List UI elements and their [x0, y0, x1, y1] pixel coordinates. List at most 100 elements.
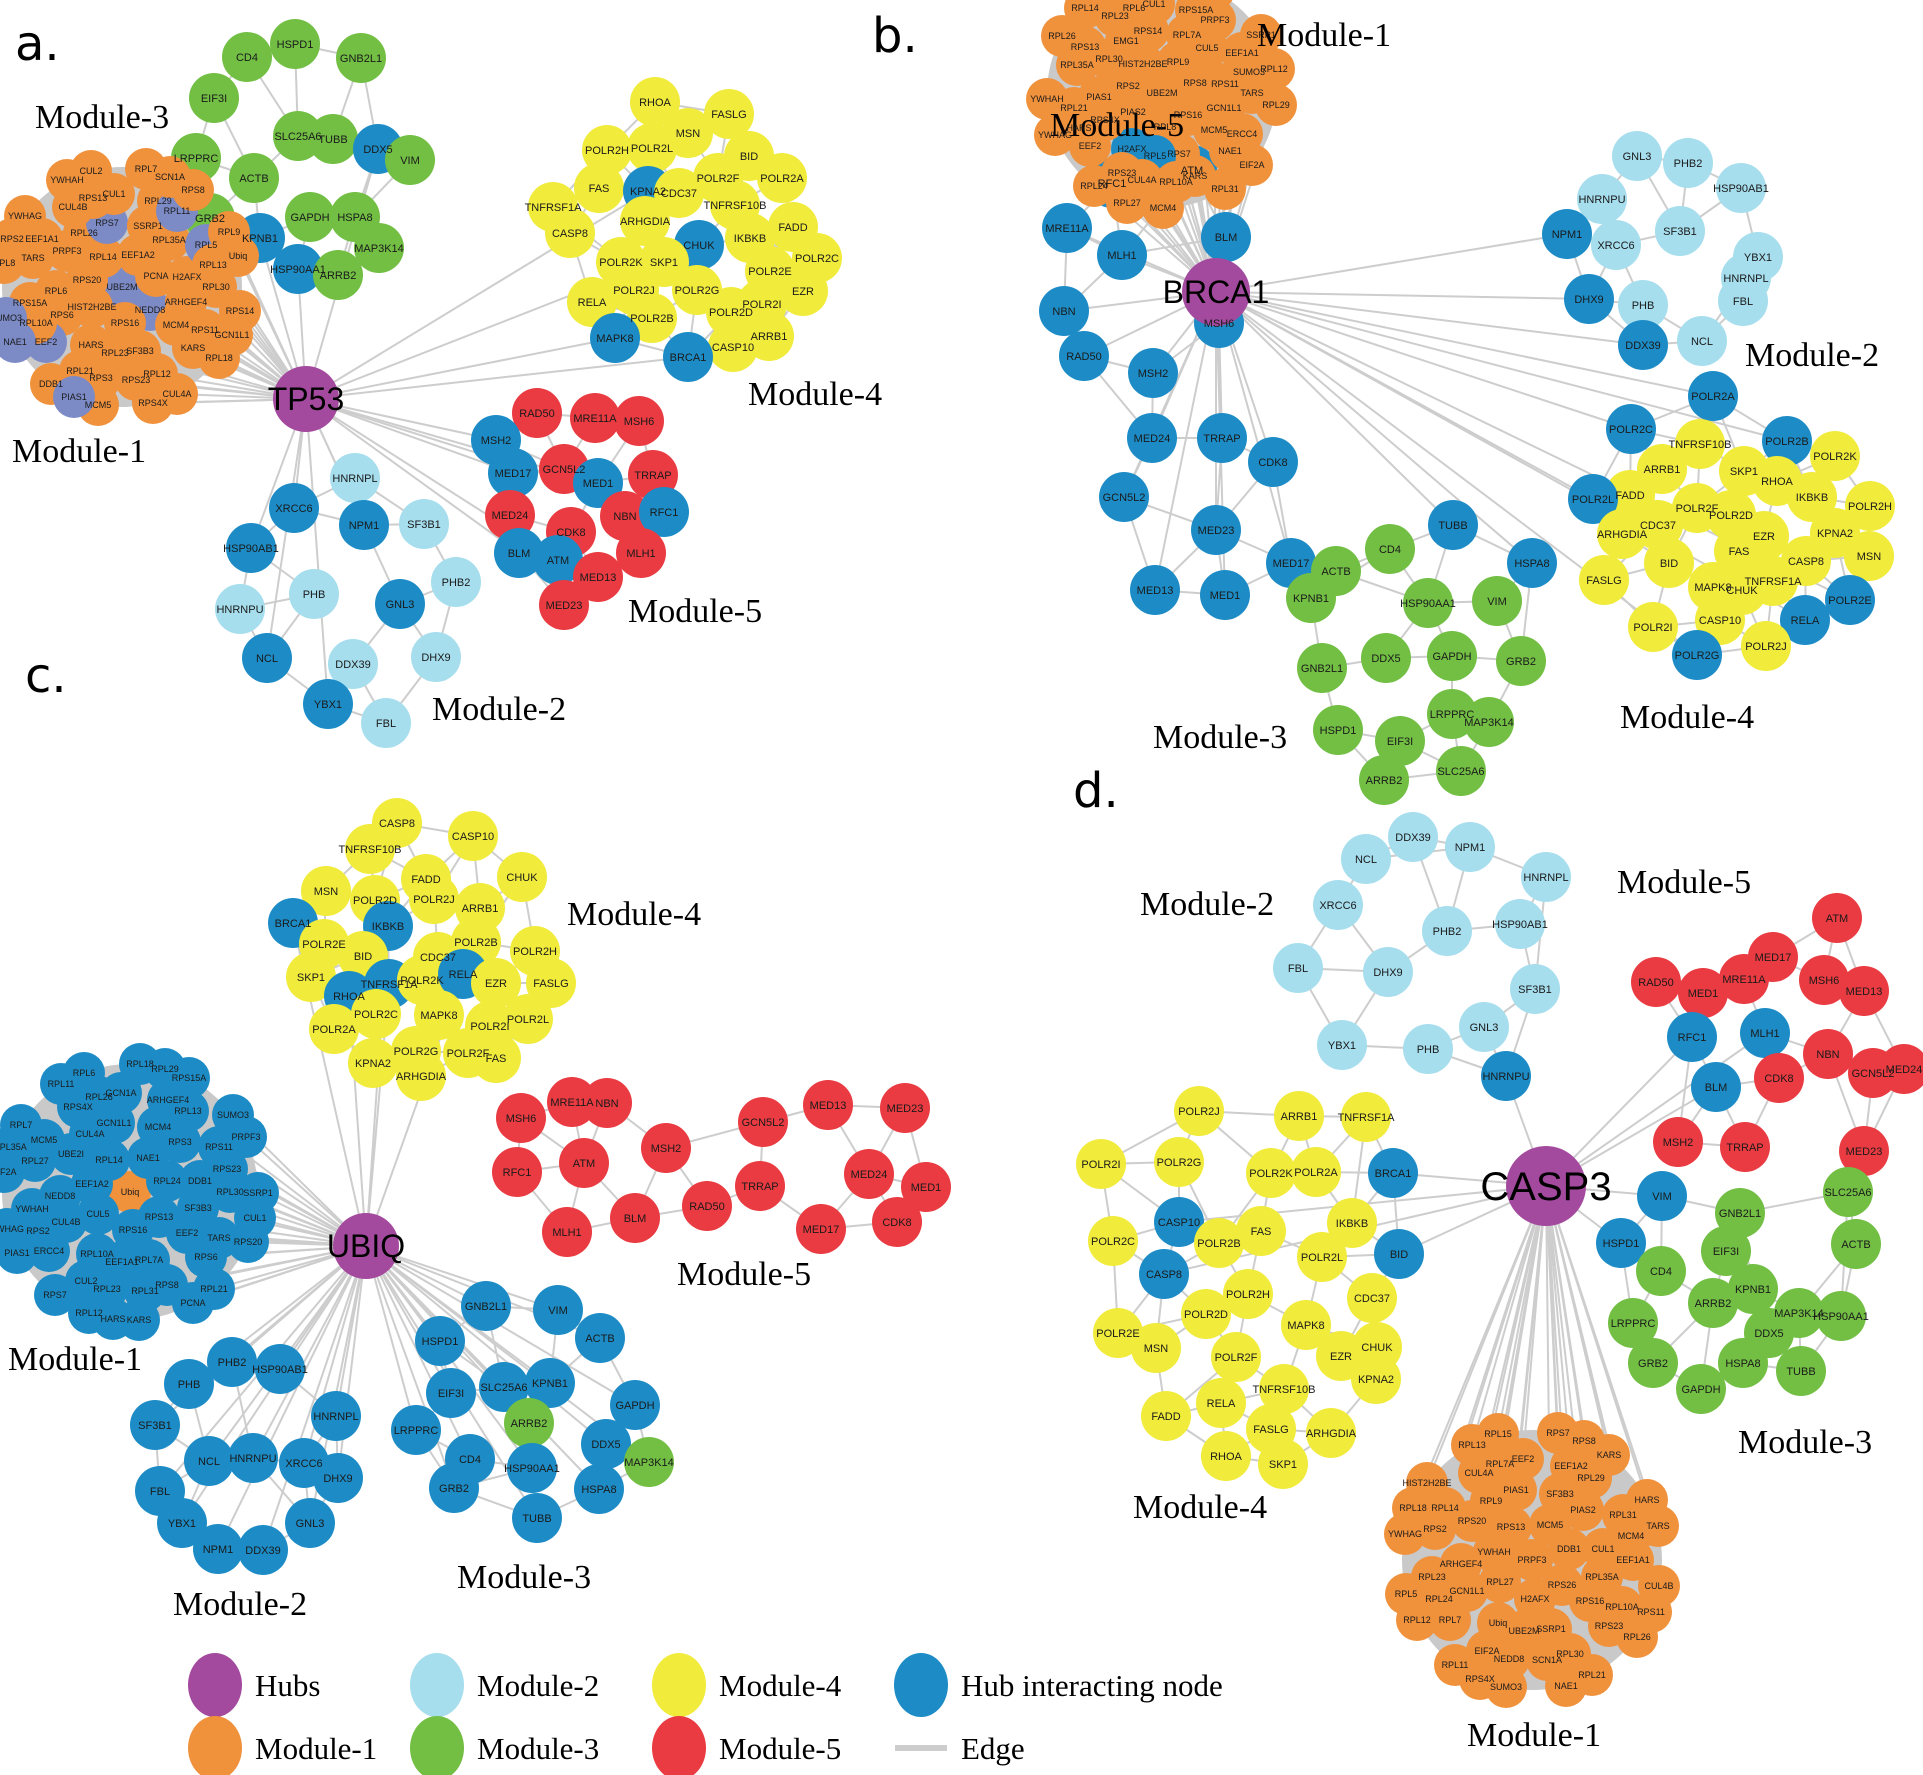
node-label: RPL7A [1173, 30, 1202, 40]
node-ARRB2 [1688, 1278, 1738, 1328]
node-label: BLM [508, 548, 531, 560]
node-label: UBE2M [1508, 1626, 1539, 1636]
node-label: DDB1 [1557, 1544, 1581, 1554]
node-label: CUL4A [1127, 175, 1156, 185]
node-label: RPS11 [1637, 1607, 1665, 1617]
node-PHB [164, 1359, 214, 1409]
node-label: SCN1A [1532, 1655, 1562, 1665]
node-label: RPL14 [95, 1155, 123, 1165]
node-label: RPS20 [73, 275, 102, 285]
node-label: FBL [1288, 963, 1308, 975]
node-POLR2F [1211, 1332, 1261, 1382]
node-label: EEF1A1 [25, 234, 59, 244]
node-HSP90AA1 [273, 244, 323, 294]
node-label: POLR2F [1215, 1352, 1258, 1364]
node-label: TNFRSF1A [361, 979, 419, 991]
node-label: EEF1A1 [105, 1257, 139, 1267]
node-label: RPS16 [111, 318, 140, 328]
node-label: SUMO3 [217, 1110, 249, 1120]
node-label: POLR2G [675, 285, 720, 297]
node-PIAS1 [53, 376, 95, 418]
node-POLR2E [1093, 1308, 1143, 1358]
node-label: MSH2 [1138, 368, 1169, 380]
node-CASP8 [1139, 1249, 1189, 1299]
node-NCL [242, 633, 292, 683]
node-label: MCM4 [1150, 203, 1177, 213]
node-label: CDC37 [1640, 520, 1676, 532]
node-label: MED1 [583, 478, 614, 490]
node-label: ARRB1 [1281, 1111, 1318, 1123]
node-label: POLR2A [312, 1024, 356, 1036]
node-label: RPS6 [194, 1252, 218, 1262]
node-label: MRE11A [573, 413, 617, 425]
edge [305, 398, 329, 705]
node-label: EEF1A1 [1616, 1555, 1650, 1565]
node-label: NBN [613, 511, 636, 523]
hub-node-BRCA1 [1182, 258, 1250, 326]
node-HSP90AB1 [1716, 163, 1766, 213]
node-label: GCN5L2 [1103, 492, 1146, 504]
node-label: HSPD1 [1320, 725, 1357, 737]
node-DDX5 [581, 1419, 631, 1469]
node-label: RPL31 [1211, 184, 1239, 194]
edge [1545, 1032, 1766, 1187]
node-DDX39 [328, 639, 378, 689]
node-PHB [289, 569, 339, 619]
node-label: GAPDH [290, 212, 329, 224]
node-label: MAPK8 [420, 1010, 457, 1022]
node-BLM [494, 528, 544, 578]
node-RPL15 [1477, 1413, 1519, 1455]
node-label: TARS [1240, 88, 1263, 98]
node-label: RAD50 [1638, 977, 1673, 989]
node-label: MAPK8 [1287, 1320, 1324, 1332]
node-NCL [184, 1436, 234, 1486]
node-label: MSN [314, 886, 339, 898]
module-label-Module-4: Module-4 [1133, 1489, 1267, 1526]
node-label: GRB2 [1506, 656, 1536, 668]
node-label: GNL3 [1470, 1022, 1499, 1034]
node-label: FBL [150, 1486, 170, 1498]
node-RPL7 [0, 1104, 42, 1146]
node-label: RPL13 [199, 260, 227, 270]
hub-node-TP53 [273, 366, 339, 432]
node-label: DDB1 [39, 379, 63, 389]
node-label: PIAS1 [1503, 1485, 1529, 1495]
node-label: POLR2G [1157, 1157, 1202, 1169]
node-label: CD4 [1650, 1266, 1672, 1278]
node-label: EMG1 [1113, 36, 1139, 46]
node-label: ACTB [585, 1333, 614, 1345]
node-label: RPS13 [1071, 42, 1100, 52]
node-label: HARS [100, 1314, 125, 1324]
node-label: EEF1A1 [1225, 48, 1259, 58]
node-label: BRCA1 [670, 352, 707, 364]
node-label: SKP1 [297, 972, 325, 984]
module-label-Module-5: Module-5 [628, 593, 762, 630]
node-SF3B1 [399, 499, 449, 549]
node-TNFRSF1A [1341, 1092, 1391, 1142]
node-label: SLC25A6 [1824, 1187, 1871, 1199]
node-label: HSPA8 [337, 212, 372, 224]
node-label: HNRNPU [216, 604, 263, 616]
node-MCM4 [1142, 187, 1184, 229]
node-PRPF3 [1511, 1539, 1553, 1581]
node-label: HNRNPU [229, 1453, 276, 1465]
node-label: RPL27 [1486, 1577, 1514, 1587]
node-BRCA1 [1368, 1148, 1418, 1198]
node-ARHGDIA [1597, 509, 1647, 559]
node-HNRNPL [311, 1391, 361, 1441]
node-label: MSH6 [1204, 318, 1235, 330]
node-label: RPS8 [1572, 1436, 1596, 1446]
node-label: MED24 [851, 1169, 888, 1181]
node-label: RPL18 [1399, 1503, 1427, 1513]
node-HNRNPU [228, 1433, 278, 1483]
node-FASLG [526, 958, 576, 1008]
node-label: TARS [1646, 1521, 1669, 1531]
node-label: RPS20 [234, 1237, 263, 1247]
node-label: CDK8 [882, 1217, 911, 1229]
node-MED1 [901, 1162, 951, 1212]
node-EIF3I [426, 1368, 476, 1418]
node-MLH1 [542, 1207, 592, 1257]
node-label: ARRB1 [751, 331, 788, 343]
node-label: POLR2C [1091, 1236, 1135, 1248]
